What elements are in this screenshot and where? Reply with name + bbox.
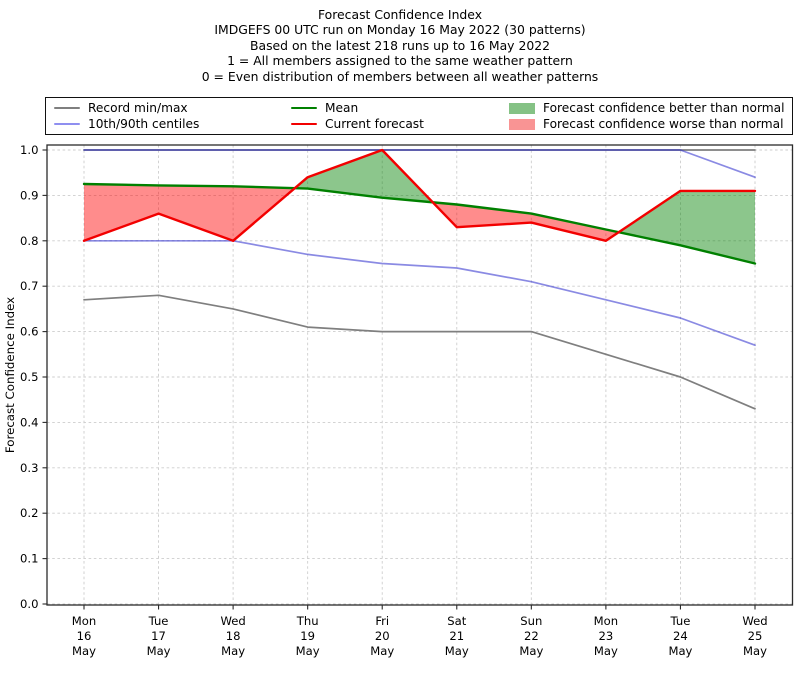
series-mean-line xyxy=(82,182,757,265)
series-record-min-line xyxy=(83,294,756,410)
confidence-worse-patch-swatch xyxy=(509,118,535,130)
legend-column-3: Forecast confidence better than normal F… xyxy=(509,100,784,132)
legend: Record min/max 10th/90th centiles Mean C… xyxy=(45,97,793,135)
x-tick-label: May xyxy=(72,644,96,658)
x-tick-label: Wed xyxy=(220,614,245,628)
chart-title: Forecast Confidence Index xyxy=(317,7,483,22)
legend-column-2: Mean Current forecast xyxy=(291,100,424,132)
legend-entry-confidence-better: Forecast confidence better than normal xyxy=(509,100,784,116)
fill-confidence-better xyxy=(618,190,755,264)
x-tick-label: Thu xyxy=(296,614,319,628)
fill-confidence-better xyxy=(294,150,433,203)
chart-subtitle-scale1: 1 = All members assigned to the same wea… xyxy=(227,53,573,69)
x-tick-label: Mon xyxy=(594,614,618,628)
legend-entry-mean: Mean xyxy=(291,100,424,116)
x-tick-label: 25 xyxy=(748,629,763,643)
x-tick-label: 19 xyxy=(300,629,315,643)
x-tick-label: May xyxy=(370,644,394,658)
legend-label: Current forecast xyxy=(325,117,424,131)
legend-entry-confidence-worse: Forecast confidence worse than normal xyxy=(509,116,784,132)
plot-border xyxy=(46,144,794,606)
x-tick-label: May xyxy=(445,644,469,658)
y-tick-label: 0.5 xyxy=(20,370,38,384)
confidence-better-patch-swatch xyxy=(509,102,535,114)
legend-entry-current-forecast: Current forecast xyxy=(291,116,424,132)
x-tick-label: 22 xyxy=(524,629,539,643)
y-tick-label: 1.0 xyxy=(20,143,38,157)
x-tick-label: 17 xyxy=(151,629,166,643)
x-tick-label: Tue xyxy=(148,614,169,628)
y-tick-label: 0.3 xyxy=(20,461,38,475)
fill-confidence-worse xyxy=(84,184,295,241)
x-tick-label: May xyxy=(221,644,245,658)
axis-ticks xyxy=(42,149,756,610)
y-tick-label: 0.1 xyxy=(20,552,38,566)
chart-subtitle-runs: Based on the latest 218 runs up to 16 Ma… xyxy=(249,37,550,53)
y-tick-label: 0.7 xyxy=(20,279,38,293)
y-tick-labels: 0.0 0.1 0.2 0.3 0.4 0.5 0.6 0.7 0.8 0.9 1.0 xyxy=(20,143,38,611)
y-tick-label: 0.2 xyxy=(20,506,38,520)
y-tick-label: 0.0 xyxy=(20,597,38,611)
x-tick-label: 18 xyxy=(226,629,241,643)
y-tick-label: 0.8 xyxy=(20,234,38,248)
x-tick-labels: Mon16MayTue17MayWed18MayThu19MayFri20May… xyxy=(72,614,768,658)
fill-confidence-worse xyxy=(432,202,619,241)
x-tick-label: Tue xyxy=(670,614,691,628)
legend-label: Mean xyxy=(325,101,359,115)
chart-subtitle-run: IMDGEFS 00 UTC run on Monday 16 May 2022… xyxy=(214,22,586,38)
x-tick-label: 23 xyxy=(599,629,614,643)
x-tick-label: May xyxy=(668,644,692,658)
chart-title-block: Forecast Confidence Index IMDGEFS 00 UTC… xyxy=(0,7,800,84)
series-centile-90-line xyxy=(83,149,756,179)
legend-label: Record min/max xyxy=(88,101,188,115)
y-tick-label: 0.4 xyxy=(20,415,38,429)
legend-entry-record-minmax: Record min/max xyxy=(54,100,199,116)
x-tick-label: 24 xyxy=(673,629,688,643)
mean-line-swatch xyxy=(291,106,317,110)
record-minmax-line-swatch xyxy=(54,106,80,110)
y-tick-label: 0.6 xyxy=(20,325,38,339)
x-tick-label: May xyxy=(147,644,171,658)
x-tick-label: Fri xyxy=(375,614,389,628)
x-tick-label: May xyxy=(594,644,618,658)
x-tick-label: Mon xyxy=(72,614,96,628)
x-tick-label: 21 xyxy=(449,629,464,643)
x-tick-label: 20 xyxy=(375,629,390,643)
legend-column-1: Record min/max 10th/90th centiles xyxy=(54,100,199,132)
y-axis-label: Forecast Confidence Index xyxy=(3,297,17,453)
y-tick-label: 0.9 xyxy=(20,188,38,202)
x-tick-label: Wed xyxy=(742,614,767,628)
x-tick-label: Sat xyxy=(447,614,466,628)
series-current-line xyxy=(82,148,757,243)
gridlines xyxy=(47,145,793,605)
chart-subtitle-scale0: 0 = Even distribution of members between… xyxy=(201,68,599,84)
legend-entry-centiles: 10th/90th centiles xyxy=(54,116,199,132)
centiles-line-swatch xyxy=(54,122,80,126)
x-tick-label: 16 xyxy=(77,629,92,643)
legend-label: Forecast confidence better than normal xyxy=(543,101,785,115)
x-tick-label: May xyxy=(519,644,543,658)
x-tick-label: May xyxy=(296,644,320,658)
x-tick-label: May xyxy=(743,644,767,658)
series-centile-10-line xyxy=(83,239,756,347)
legend-label: 10th/90th centiles xyxy=(88,117,200,131)
current-forecast-line-swatch xyxy=(291,122,317,126)
x-tick-label: Sun xyxy=(520,614,542,628)
legend-label: Forecast confidence worse than normal xyxy=(543,117,784,131)
